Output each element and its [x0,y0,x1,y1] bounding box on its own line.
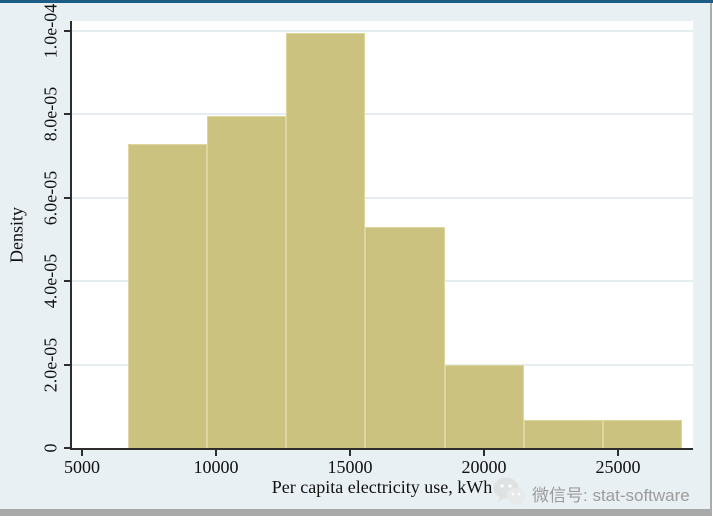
y-tick-mark [64,280,70,283]
y-tick-mark [64,363,70,366]
y-tick-mark [64,113,70,116]
x-tick-mark [348,450,351,456]
x-tick-label: 25000 [595,457,641,477]
gridline [72,113,693,116]
gridline [72,30,693,32]
y-tick-mark [64,196,70,199]
gridline [72,196,693,199]
plot-area [72,21,693,448]
histogram-bar [523,420,603,448]
bottom-bar [0,509,711,516]
x-tick-label: 10000 [193,457,239,477]
y-tick-mark [64,30,70,32]
x-axis-line [70,448,693,450]
x-tick-mark [214,450,217,456]
histogram-bar [444,365,524,448]
histogram-bar [206,116,287,448]
x-tick-label: 20000 [461,457,507,477]
y-tick-mark [64,447,70,449]
y-tick-label: 0 [40,443,61,453]
y-tick-label: 6.0e-05 [40,170,61,226]
y-axis-line [70,21,72,450]
y-tick-label: 4.0e-05 [40,253,61,309]
watermark-text: 微信号: stat-software [532,486,690,505]
x-tick-mark [616,450,619,456]
histogram-bar [286,33,366,448]
x-tick-label: 15000 [327,457,373,477]
x-axis-title: Per capita electricity use, kWh [271,477,493,497]
y-tick-label: 2.0e-05 [40,337,61,392]
histogram-bar [603,420,683,448]
top-border [0,0,713,3]
x-tick-mark [80,450,83,456]
wechat-icon [492,475,526,512]
x-tick-mark [482,450,485,456]
histogram-bar [365,227,445,448]
y-tick-label: 1.0e-04 [40,3,61,59]
x-tick-label: 5000 [63,457,100,477]
y-tick-label: 8.0e-05 [40,87,61,142]
watermark: 微信号: stat-software [492,475,690,512]
y-axis-title: Density [6,207,27,263]
histogram-bar [127,144,207,448]
